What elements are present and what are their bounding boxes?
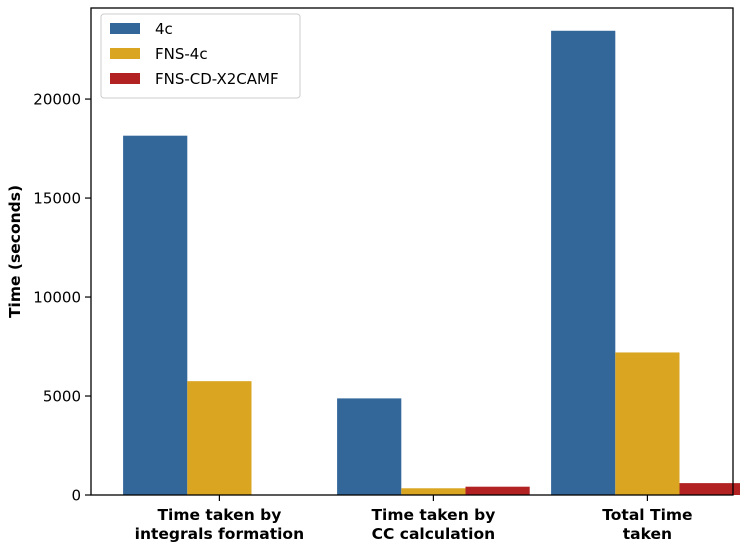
bar-fns-4c-0 [187,381,252,495]
bar-4c-2 [551,30,616,496]
y-tick-label: 10000 [33,289,81,307]
y-tick-label: 5000 [43,388,81,406]
x-axis: Time taken by integrals formation Time tak… [135,495,693,543]
bar-4c-1 [337,398,402,495]
y-tick-label: 0 [71,487,81,505]
y-tick-label: 15000 [33,190,81,208]
legend-box [100,13,301,99]
legend: 4c FNS-4c FNS-CD-X2CAMF [100,13,301,99]
x-tick-label: Total Time taken [602,506,692,543]
legend-label: FNS-4c [155,45,208,63]
bar-fns-cd-x2camf-1 [465,486,530,495]
x-tick-label: Time taken by CC calculation [371,506,495,543]
y-tick-label: 20000 [33,91,81,109]
bars-group [123,30,740,496]
bar-fns-4c-1 [401,488,466,495]
bar-4c-0 [123,135,188,495]
bar-fns-cd-x2camf-2 [679,483,740,495]
legend-swatch [110,23,140,34]
y-axis-title: Time (seconds) [6,185,24,318]
y-axis: 0 5000 10000 15000 20000 [33,91,91,505]
bar-fns-4c-2 [615,352,680,495]
legend-label: FNS-CD-X2CAMF [155,70,279,88]
legend-swatch [110,48,140,59]
x-tick-label: Time taken by integrals formation [135,506,304,543]
legend-swatch [110,73,140,84]
legend-label: 4c [155,20,173,38]
plot-frame [90,7,734,496]
